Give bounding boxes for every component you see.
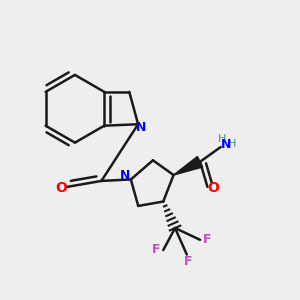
Polygon shape [174,157,203,175]
Text: O: O [207,181,219,195]
Text: O: O [55,181,67,195]
Text: N: N [136,121,146,134]
Text: F: F [152,243,160,256]
Text: N: N [120,169,131,182]
Text: H: H [218,134,226,144]
Text: F: F [184,254,193,268]
Text: F: F [203,233,212,246]
Text: N: N [221,138,232,151]
Text: H: H [228,139,237,149]
